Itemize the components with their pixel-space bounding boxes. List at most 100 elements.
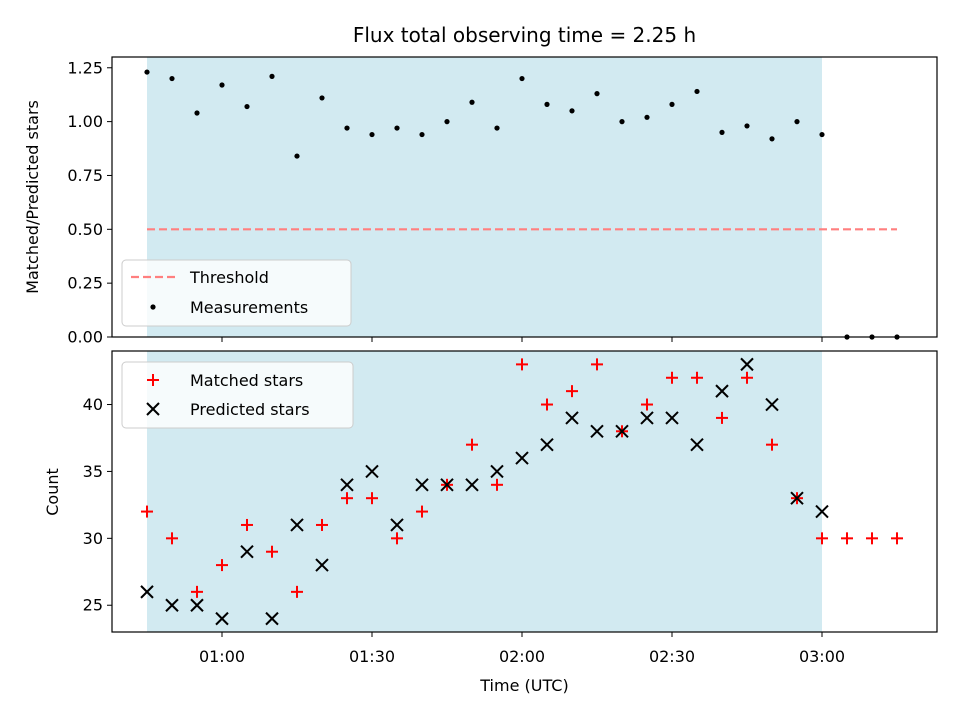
count-y-tick-label: 35: [83, 462, 103, 481]
predicted-stars-points: [140, 357, 829, 626]
predicted-star-point: [790, 491, 804, 505]
ratio-y-tick-label: 0.25: [67, 274, 103, 293]
matched-legend-swatch: [147, 374, 159, 386]
matched-star-point: [516, 358, 528, 371]
count-y-tick-label: 30: [83, 529, 103, 548]
measurement-point: [269, 73, 275, 79]
measurement-point: [594, 91, 600, 97]
x-axis-label: Time (UTC): [479, 676, 568, 695]
matched-star-point: [666, 371, 678, 384]
measurement-point: [494, 125, 500, 131]
matched-star-point: [316, 518, 328, 531]
matched-star-point: [266, 545, 278, 558]
x-tick-label: 01:00: [199, 647, 245, 666]
matched-star-point: [541, 398, 553, 411]
predicted-star-point: [390, 518, 404, 532]
ratio-y-tick-label: 0.75: [67, 166, 103, 185]
predicted-star-point: [290, 518, 304, 532]
matched-legend-label: Matched stars: [190, 371, 303, 390]
matched-star-point: [391, 532, 403, 545]
measurements-legend-swatch: [150, 304, 156, 310]
count-panel: 25 30 35 40 01:00 01:30 02:00 02:30 03:00 Time …: [43, 350, 938, 695]
predicted-star-point: [640, 411, 654, 425]
ratio-y-ticks: 0.00 0.25 0.50 0.75 1.00 1.25: [67, 58, 112, 347]
measurement-point: [419, 131, 425, 138]
predicted-star-point: [690, 437, 704, 452]
predicted-star-point: [315, 558, 329, 572]
count-y-axis-label: Count: [43, 468, 62, 516]
measurement-point: [244, 103, 250, 110]
ratio-panel: 0.00 0.25 0.50 0.75 1.00 1.25 Flux total obse…: [23, 23, 938, 347]
ratio-legend-box: [121, 259, 352, 327]
predicted-legend-label: Predicted stars: [190, 400, 310, 419]
matched-star-point: [216, 559, 228, 572]
matched-star-point: [191, 585, 203, 598]
measurement-point: [169, 75, 175, 82]
matched-star-point: [766, 438, 778, 451]
predicted-star-point: [715, 384, 729, 398]
matched-star-point: [691, 371, 703, 384]
predicted-star-point: [515, 451, 529, 465]
measurement-points: [144, 69, 900, 340]
measurement-point: [319, 95, 325, 101]
measurement-point: [444, 119, 450, 125]
predicted-star-point: [340, 478, 354, 492]
measurements-legend-label: Measurements: [190, 298, 308, 317]
measurement-point: [769, 136, 775, 142]
predicted-star-point: [215, 611, 229, 626]
matched-star-point: [141, 505, 153, 518]
matched-star-point: [716, 411, 728, 424]
measurement-point: [819, 131, 825, 138]
matched-star-point: [366, 492, 378, 505]
count-y-ticks: 25 30 35 40: [83, 395, 112, 615]
measurement-point: [219, 82, 225, 88]
ratio-legend: Threshold Measurements: [121, 259, 352, 327]
predicted-star-point: [665, 411, 679, 425]
predicted-star-point: [490, 464, 504, 479]
matched-star-point: [166, 532, 178, 545]
predicted-star-point: [165, 598, 179, 612]
count-legend-box: [121, 361, 354, 429]
matched-star-point: [341, 492, 353, 505]
predicted-star-point: [590, 424, 604, 438]
ratio-y-tick-label: 0.50: [67, 220, 103, 239]
matched-star-point: [866, 532, 878, 545]
ratio-panel-frame: [111, 56, 938, 338]
predicted-star-point: [240, 545, 254, 559]
predicted-star-point: [565, 411, 579, 425]
x-tick-label: 02:30: [649, 647, 695, 666]
predicted-star-point: [190, 598, 204, 612]
ratio-x-ticks: [221, 337, 823, 342]
predicted-star-point: [765, 397, 779, 412]
predicted-star-point: [540, 437, 554, 452]
predicted-star-point: [815, 504, 829, 519]
predicted-star-point: [440, 478, 454, 492]
x-tick-label: 03:00: [799, 647, 845, 666]
threshold-legend-label: Threshold: [189, 268, 269, 287]
measurement-point: [369, 131, 375, 138]
measurement-point: [694, 88, 700, 95]
measurement-point: [194, 110, 200, 116]
predicted-star-point: [140, 585, 154, 599]
ratio-y-tick-label: 0.00: [67, 328, 103, 347]
predicted-star-point: [740, 357, 754, 372]
matched-star-point: [641, 398, 653, 411]
ratio-y-tick-label: 1.25: [67, 58, 103, 77]
count-panel-frame: [111, 350, 938, 633]
measurement-point: [669, 101, 675, 107]
ratio-y-axis-label: Matched/Predicted stars: [23, 100, 42, 294]
predicted-star-point: [415, 478, 429, 492]
matched-star-point: [891, 532, 903, 545]
matched-star-point: [591, 358, 603, 371]
measurement-point: [294, 153, 300, 159]
predicted-legend-swatch: [146, 402, 160, 416]
measurement-point: [344, 125, 350, 131]
count-legend: Matched stars Predicted stars: [121, 361, 354, 429]
matched-star-point: [241, 518, 253, 531]
predicted-star-point: [265, 611, 279, 626]
measurement-point: [144, 69, 150, 75]
matched-star-point: [816, 532, 828, 545]
matched-star-point: [841, 532, 853, 545]
